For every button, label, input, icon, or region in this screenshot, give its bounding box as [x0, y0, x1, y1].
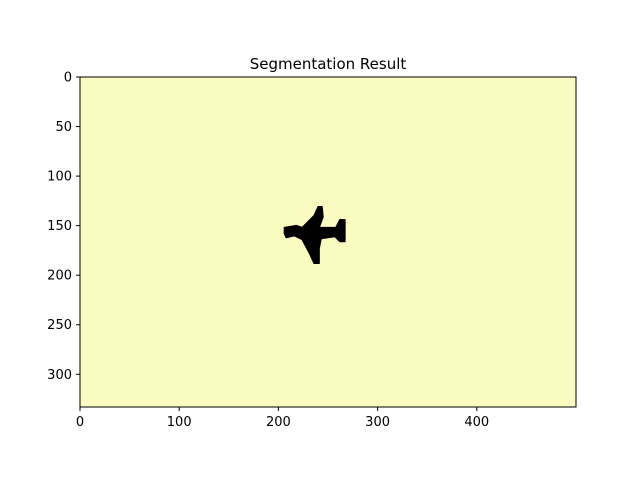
y-tick-label: 150 — [47, 219, 72, 234]
y-tick-label: 300 — [47, 368, 72, 383]
segment-foreground — [283, 206, 346, 265]
y-tick-label: 200 — [47, 269, 72, 284]
image-layer — [80, 77, 576, 407]
x-tick-label: 400 — [464, 415, 489, 430]
tick-layer: 0 100 200 300 400 0 50 100 150 200 250 300 — [47, 71, 489, 431]
y-tick-label: 0 — [64, 71, 72, 86]
axes-layer — [79, 76, 577, 408]
x-tick-label: 200 — [266, 415, 291, 430]
x-tick-label: 300 — [365, 415, 390, 430]
chart-title: Segmentation Result — [250, 55, 407, 73]
y-tick-label: 100 — [47, 170, 72, 185]
y-tick-label: 50 — [55, 120, 72, 135]
segment-background — [80, 77, 576, 407]
axes-frame — [79, 76, 577, 408]
y-tick-label: 250 — [47, 318, 72, 333]
x-tick-label: 100 — [167, 415, 192, 430]
x-tick-label: 0 — [76, 415, 84, 430]
